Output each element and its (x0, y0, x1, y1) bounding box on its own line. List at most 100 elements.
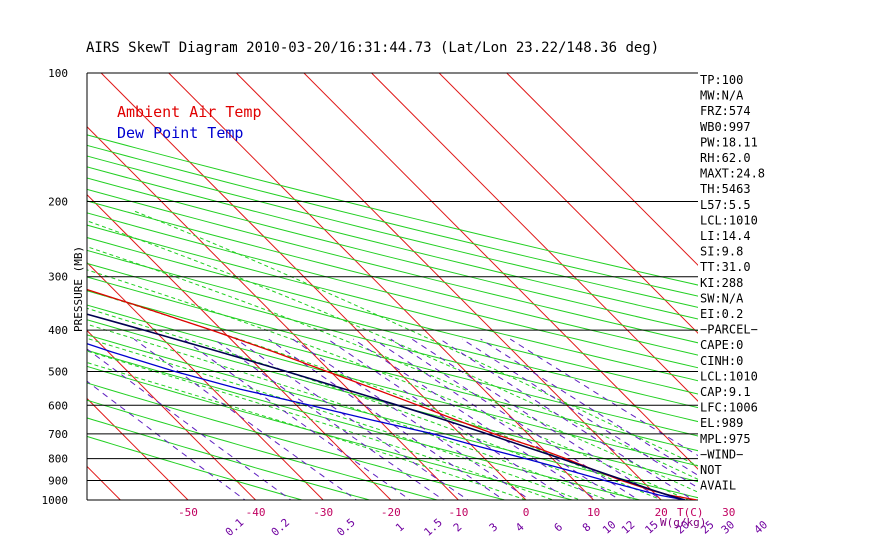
stability-index-item: LFC:1006 (700, 401, 758, 415)
stability-index-item: LCL:1010 (700, 369, 758, 383)
moist-adiabat-line (87, 362, 528, 500)
dry-adiabat-line (87, 134, 698, 286)
dry-adiabat-line (87, 349, 643, 500)
dry-adiabat-line (87, 188, 698, 344)
stability-index-item: EI:0.2 (700, 307, 743, 321)
stability-index-item: NOT (700, 463, 722, 477)
stability-index-item: SW:N/A (700, 291, 744, 305)
moist-adiabat-line (87, 337, 582, 500)
pressure-tick-labels: 100 200 300 400 500 600 700 800 900 1000 (42, 67, 69, 507)
stability-index-item: KI:288 (700, 276, 743, 290)
dry-adiabat-line (87, 155, 698, 308)
mixing-ratio-line (327, 338, 570, 500)
dry-adiabat-line (87, 166, 698, 320)
pressure-tick-label: 800 (48, 453, 68, 466)
mixing-ratio-unit-label: W(g/kg) (660, 516, 706, 529)
isotherm-line (235, 73, 662, 500)
stability-index-item: EL:989 (700, 416, 743, 430)
isotherm-line (438, 73, 698, 334)
mixing-ratio-line (183, 338, 412, 500)
isotherm-line (371, 73, 698, 402)
dry-adiabat-line (87, 304, 698, 467)
stability-index-item: LCL:1010 (700, 213, 758, 227)
dry-adiabat-line (87, 276, 698, 437)
legend-ambient-air-temp: Ambient Air Temp (117, 103, 262, 121)
mixing-ratio-line (373, 338, 621, 500)
stability-index-item: WB0:997 (700, 120, 751, 134)
dry-adiabat-line (87, 249, 698, 409)
stability-index-item: LI:14.4 (700, 229, 751, 243)
mixing-ratio-line (87, 380, 246, 500)
stability-index-item: PW:18.11 (700, 135, 758, 149)
pressure-tick-label: 900 (48, 474, 68, 487)
dry-adiabat-line (87, 365, 575, 500)
mixing-ratio-line (133, 338, 358, 500)
mixing-ratio-line (268, 338, 505, 500)
stability-index-item: MW:N/A (700, 89, 744, 103)
pressure-tick-label: 500 (48, 365, 68, 378)
bottom-temp-tick-label: 10 (587, 506, 600, 519)
dew-point-temp-line (87, 343, 686, 500)
pressure-tick-label: 600 (48, 399, 68, 412)
y-axis-label: PRESSURE (MB) (72, 246, 85, 332)
ambient-air-temp-line (87, 288, 698, 500)
dry-adiabat-line (87, 144, 698, 297)
dry-adiabat-line (87, 417, 372, 500)
bottom-temp-tick-label: -50 (178, 506, 198, 519)
stability-index-item: CINH:0 (700, 354, 743, 368)
isotherm-line (168, 73, 595, 500)
stability-index-item: −WIND− (700, 447, 743, 461)
pressure-tick-label: 400 (48, 324, 68, 337)
isotherm-line (87, 261, 324, 500)
pressure-tick-label: 200 (48, 196, 68, 209)
mixing-ratio-line (292, 338, 532, 500)
dry-adiabat-line (87, 237, 698, 395)
moist-adiabat-line (87, 323, 609, 500)
stability-index-item: L57:5.5 (700, 198, 751, 212)
moist-adiabat-line (132, 210, 698, 467)
bottom-temp-tick-labels: -50 -40 -30 -20 -10 0 10 20 30 (178, 506, 735, 519)
isotherm-line (100, 73, 527, 500)
stability-index-item: TT:31.0 (700, 260, 751, 274)
stability-index-item: MAXT:24.8 (700, 167, 765, 181)
bottom-temp-tick-label: 20 (655, 506, 668, 519)
pressure-tick-label: 100 (48, 67, 68, 80)
pressure-tick-label: 300 (48, 271, 68, 284)
dry-adiabat-line (87, 224, 698, 382)
chart-title: AIRS SkewT Diagram 2010-03-20/16:31:44.7… (86, 40, 659, 56)
dry-adiabat-line (87, 435, 304, 500)
moist-adiabat-line (87, 307, 636, 500)
stability-index-item: RH:62.0 (700, 151, 751, 165)
dry-adiabat-line (87, 200, 698, 356)
stability-index-item: TP:100 (700, 73, 743, 87)
bottom-temp-tick-label: 0 (523, 506, 530, 519)
mixing-ratio-line (235, 338, 469, 500)
parcel-line (87, 313, 686, 500)
dry-adiabat-line (87, 212, 698, 369)
mixing-ratio-line (509, 338, 698, 457)
mixing-ratio-line (213, 338, 445, 500)
stability-index-item: SI:9.8 (700, 245, 743, 259)
bottom-temp-tick-label: 30 (722, 506, 735, 519)
isotherm-line (87, 329, 257, 500)
grid-lines (87, 73, 698, 500)
isotherm-line (506, 73, 698, 266)
mixing-ratio-line (461, 338, 698, 489)
x-axis-unit-label: T(C) (677, 506, 704, 519)
moist-adiabat-line (87, 246, 698, 493)
stability-index-item: −PARCEL− (700, 323, 758, 337)
pressure-tick-label: 700 (48, 428, 68, 441)
dry-adiabat-line (87, 262, 698, 423)
bottom-temp-tick-label: -20 (381, 506, 401, 519)
mixing-ratio-line (87, 348, 292, 500)
dry-adiabat-line (87, 382, 507, 500)
isotherm-line (87, 397, 189, 500)
stability-index-item: MPL:975 (700, 432, 751, 446)
moist-adiabat-line (87, 269, 690, 500)
stability-index-item: FRZ:574 (700, 104, 751, 118)
dry-adiabat-line (87, 399, 440, 500)
isobar-lines (87, 72, 698, 501)
pressure-tick-label: 1000 (42, 494, 69, 507)
